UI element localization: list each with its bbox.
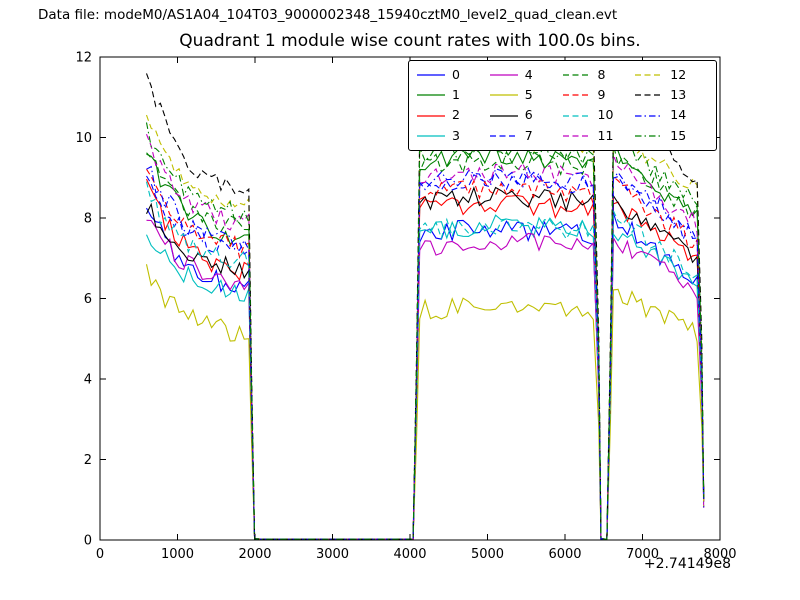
legend-label: 0: [452, 66, 460, 82]
x-tick-label: 1000: [161, 547, 194, 562]
legend-label: 15: [670, 127, 687, 143]
series-line-13: [145, 73, 705, 540]
legend-item-6: 6: [489, 106, 563, 126]
legend-line-sample: [635, 74, 664, 76]
legend-label: 6: [524, 107, 533, 123]
x-tick-label: 5000: [471, 547, 504, 562]
legend-item-7: 7: [489, 126, 563, 146]
legend-item-1: 1: [417, 85, 490, 105]
series-line-8: [146, 144, 705, 540]
series-line-5: [145, 264, 705, 540]
y-tick-label: 10: [75, 131, 92, 146]
series-line-7: [146, 171, 705, 540]
legend-label: 7: [524, 127, 533, 143]
chart-title: Quadrant 1 module wise count rates with …: [179, 31, 641, 51]
legend-line-sample: [417, 74, 445, 76]
y-tick-label: 0: [84, 534, 92, 549]
legend-label: 12: [670, 66, 687, 82]
legend-label: 8: [597, 66, 606, 82]
legend-label: 1: [452, 87, 460, 103]
legend-item-11: 11: [562, 126, 636, 146]
series-line-0: [146, 207, 705, 540]
x-tick-label: 2000: [238, 547, 271, 562]
series-line-10: [145, 181, 705, 540]
legend-line-sample: [635, 135, 664, 137]
legend-item-4: 4: [489, 65, 563, 85]
legend-label: 10: [597, 107, 614, 123]
data-file-label: Data file: modeM0/AS1A04_104T03_90000023…: [38, 7, 618, 23]
legend-item-0: 0: [417, 65, 490, 85]
legend-item-10: 10: [562, 106, 636, 126]
legend-item-5: 5: [489, 85, 563, 105]
legend-item-12: 12: [635, 65, 708, 85]
legend-line-sample: [635, 114, 664, 117]
legend-item-9: 9: [562, 85, 636, 105]
legend-line-sample: [489, 135, 518, 137]
legend-item-13: 13: [635, 85, 708, 105]
legend-item-8: 8: [562, 65, 636, 85]
series-line-2: [145, 178, 705, 540]
legend-item-14: 14: [635, 106, 708, 126]
series-line-11: [145, 133, 705, 540]
legend-line-sample: [417, 94, 445, 97]
y-tick-label: 12: [75, 51, 92, 66]
legend-label: 4: [524, 66, 533, 82]
y-tick-label: 4: [84, 373, 92, 388]
legend-line-sample: [489, 74, 518, 76]
x-tick-label: 4000: [393, 547, 426, 562]
series-line-12: [145, 114, 705, 540]
legend-label: 9: [597, 87, 606, 103]
series-line-1: [146, 144, 705, 540]
x-tick-label: 6000: [548, 547, 581, 562]
y-tick-label: 2: [84, 453, 92, 468]
legend-line-sample: [562, 94, 591, 97]
legend-item-15: 15: [635, 126, 708, 146]
legend-label: 2: [452, 107, 460, 123]
legend: 0 1 2 3 4 5 6 7 8 9 10 11 12 13 14 15: [408, 60, 717, 151]
series-line-6: [146, 186, 705, 540]
series-line-4: [146, 219, 705, 540]
legend-line-sample: [417, 135, 445, 137]
legend-line-sample: [417, 114, 445, 117]
legend-item-3: 3: [417, 126, 490, 146]
series-line-14: [146, 165, 705, 540]
x-axis-offset-label: +2.74149e8: [643, 556, 731, 572]
x-tick-label: 8000: [703, 547, 736, 562]
series-line-9: [146, 168, 705, 540]
y-tick-label: 8: [84, 212, 92, 227]
x-tick-label: 7000: [626, 547, 659, 562]
legend-label: 14: [670, 107, 687, 123]
legend-line-sample: [489, 114, 518, 117]
legend-label: 13: [670, 87, 687, 103]
legend-line-sample: [635, 94, 664, 97]
legend-item-2: 2: [417, 106, 490, 126]
series-line-3: [145, 214, 705, 540]
legend-label: 5: [524, 87, 533, 103]
legend-line-sample: [562, 74, 591, 76]
legend-label: 3: [452, 127, 460, 143]
y-tick-label: 6: [84, 292, 92, 307]
x-tick-label: 0: [96, 547, 104, 562]
legend-line-sample: [489, 94, 518, 97]
legend-label: 11: [597, 127, 614, 143]
legend-line-sample: [562, 135, 591, 137]
legend-line-sample: [562, 114, 591, 117]
x-tick-label: 3000: [316, 547, 349, 562]
